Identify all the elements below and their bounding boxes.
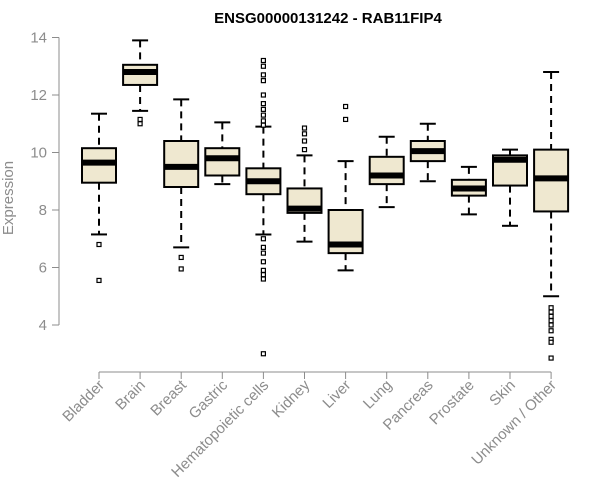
- box-hematopoietic-cells: [245, 57, 282, 357]
- outlier-point: [301, 131, 308, 137]
- outlier-point: [301, 147, 308, 153]
- x-tick-label: Skin: [486, 377, 519, 410]
- outlier-point: [548, 339, 554, 345]
- y-tick-label: 14: [30, 30, 47, 47]
- outlier-point: [301, 125, 308, 131]
- outlier-point: [260, 63, 266, 69]
- box-lung: [368, 135, 405, 209]
- y-tick-label: 8: [39, 202, 47, 219]
- chart-title: ENSG00000131242 - RAB11FIP4: [214, 10, 442, 27]
- outlier-point: [178, 266, 184, 272]
- outlier-point: [260, 106, 266, 112]
- outlier-point: [260, 92, 266, 98]
- outlier-point: [548, 322, 554, 328]
- outlier-point: [548, 318, 554, 324]
- outlier-point: [96, 241, 102, 248]
- box-kidney: [286, 125, 323, 243]
- y-axis: 4 6 8 10 12 14: [30, 30, 60, 334]
- x-tick-label: Brain: [112, 377, 149, 414]
- outlier-point: [260, 122, 266, 128]
- box-liver: [327, 103, 364, 272]
- box-unknown-other: [533, 71, 570, 361]
- x-tick-label: Lung: [360, 377, 396, 413]
- y-tick-label: 12: [30, 87, 47, 104]
- box-prostate: [450, 165, 487, 216]
- outlier-point: [260, 267, 266, 273]
- outlier-point: [260, 57, 266, 64]
- outlier-point: [548, 313, 554, 319]
- box-brain: [122, 39, 159, 127]
- outlier-point: [137, 121, 143, 127]
- outlier-point: [548, 305, 554, 311]
- outlier-point: [260, 72, 266, 78]
- y-tick-label: 10: [30, 145, 47, 162]
- iqr-box: [204, 147, 241, 177]
- outlier-point: [260, 112, 266, 118]
- x-tick-label: Breast: [147, 376, 190, 419]
- outlier-point: [260, 250, 266, 256]
- box-skin: [492, 148, 528, 227]
- outlier-point: [96, 277, 102, 284]
- iqr-box: [368, 155, 405, 186]
- outlier-point: [178, 254, 184, 261]
- outlier-point: [260, 259, 266, 265]
- outlier-point: [548, 355, 554, 361]
- x-tick-label: Prostate: [426, 377, 478, 429]
- outlier-point: [260, 101, 266, 107]
- outlier-point: [260, 272, 266, 278]
- x-tick-label: Bladder: [59, 377, 108, 426]
- plot-area: [81, 39, 570, 361]
- x-tick-label: Liver: [319, 377, 354, 412]
- outlier-point: [260, 118, 266, 124]
- outlier-point: [137, 116, 143, 123]
- y-tick-label: 6: [39, 260, 47, 277]
- outlier-point: [343, 103, 349, 110]
- x-tick-label: Kidney: [269, 376, 314, 421]
- box-gastric: [204, 121, 241, 186]
- y-axis-label: Expression: [0, 161, 17, 235]
- outlier-point: [260, 244, 266, 250]
- outlier-point: [548, 309, 554, 315]
- outlier-point: [260, 351, 266, 357]
- box-pancreas: [409, 122, 446, 183]
- y-tick-label: 4: [39, 317, 47, 334]
- outlier-point: [260, 276, 266, 282]
- box-breast: [163, 98, 200, 272]
- outlier-point: [260, 78, 266, 84]
- outlier-point: [548, 328, 554, 334]
- box-bladder: [81, 112, 117, 284]
- outlier-point: [301, 138, 308, 144]
- outlier-point: [260, 236, 266, 242]
- outlier-point: [343, 116, 349, 123]
